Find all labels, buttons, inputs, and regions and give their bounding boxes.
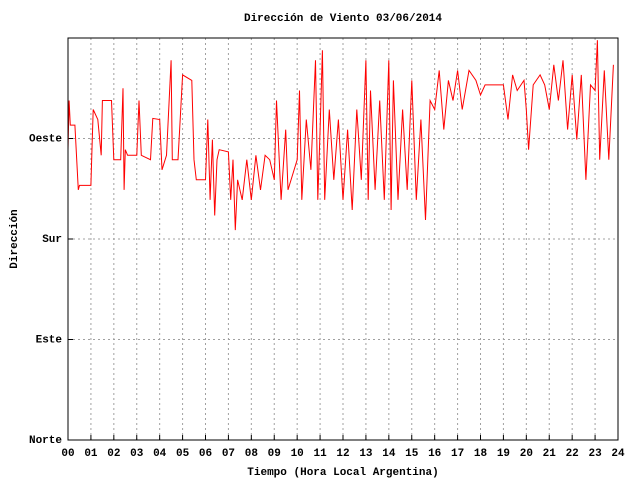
x-tick-label: 12 [336,448,349,460]
x-tick-label: 09 [268,448,281,460]
y-tick-label: Oeste [29,133,62,145]
x-tick-label: 08 [245,448,259,460]
x-tick-label: 23 [588,448,602,460]
x-tick-label: 11 [313,448,327,460]
x-tick-label: 21 [543,448,557,460]
y-tick-label: Este [36,334,63,346]
data-line [67,40,614,231]
x-tick-label: 14 [382,448,396,460]
plot-border [67,37,619,441]
x-tick-label: 15 [405,448,419,460]
x-tick-label: 03 [130,448,144,460]
x-tick-label: 17 [451,448,464,460]
x-tick-label: 20 [520,448,533,460]
x-tick-label: 10 [291,448,304,460]
x-tick-label: 01 [84,448,98,460]
x-tick-label: 06 [199,448,212,460]
x-axis-label: Tiempo (Hora Local Argentina) [247,467,438,479]
x-tick-label: 13 [359,448,373,460]
x-tick-label: 04 [153,448,167,460]
x-tick-label: 07 [222,448,235,460]
y-axis-label: Dirección [9,209,21,268]
y-tick-label: Norte [29,435,62,447]
chart-title: Dirección de Viento 03/06/2014 [244,13,442,25]
x-tick-label: 22 [566,448,579,460]
x-tick-label: 18 [474,448,488,460]
x-tick-label: 02 [107,448,120,460]
x-tick-label: 19 [497,448,510,460]
x-tick-label: 05 [176,448,190,460]
y-tick-label: Sur [42,234,62,246]
x-tick-label: 24 [611,448,625,460]
x-tick-label: 16 [428,448,441,460]
x-tick-label: 00 [61,448,74,460]
